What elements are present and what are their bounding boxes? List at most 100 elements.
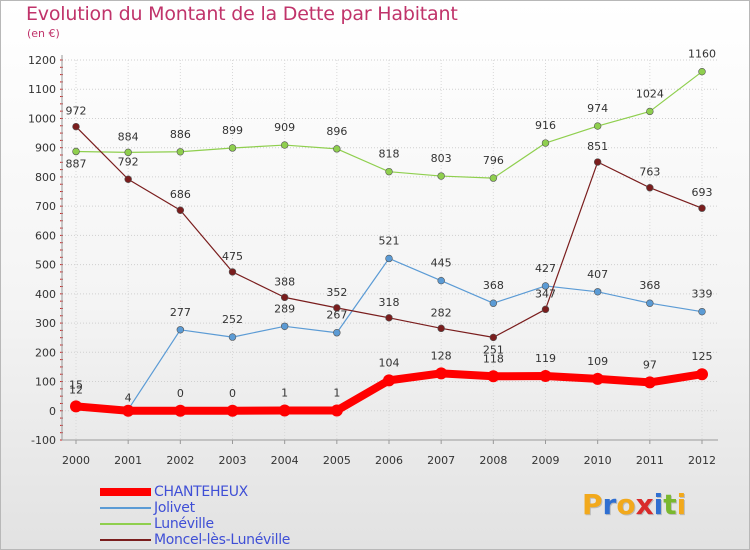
data-label: 445 — [431, 257, 452, 270]
data-point — [646, 107, 654, 116]
data-point — [385, 254, 393, 263]
y-tick-label: -100 — [31, 434, 56, 447]
series-layer — [70, 67, 708, 417]
data-point — [591, 372, 604, 385]
data-label: 318 — [379, 296, 400, 309]
data-label: 899 — [222, 124, 243, 137]
data-point — [226, 404, 239, 417]
data-point — [593, 122, 602, 130]
data-point — [437, 172, 445, 180]
data-point — [280, 293, 289, 302]
data-point — [489, 174, 498, 182]
legend-item-moncel: Moncel-lès-Lunéville — [100, 532, 360, 548]
data-label: 352 — [326, 286, 347, 299]
data-label: 763 — [639, 166, 660, 179]
legend-swatch-jolivet — [100, 507, 151, 509]
data-point — [72, 147, 80, 156]
series-line — [75, 257, 703, 411]
data-point — [333, 329, 341, 337]
data-point — [541, 305, 550, 314]
data-point — [333, 304, 341, 312]
brand-letter: x — [635, 488, 654, 521]
data-point — [698, 67, 706, 76]
legend-swatch-luneville — [100, 523, 151, 525]
legend-label-moncel: Moncel-lès-Lunéville — [154, 532, 291, 548]
data-point — [696, 368, 708, 381]
data-point — [122, 404, 135, 417]
data-label: 521 — [379, 234, 400, 247]
brand-letter: t — [663, 488, 677, 521]
y-tick-label: 400 — [35, 288, 56, 301]
data-label: 251 — [483, 343, 504, 356]
y-tick-label: 500 — [35, 259, 56, 272]
x-tick-label: 2001 — [114, 454, 142, 467]
x-tick-label: 2004 — [271, 454, 299, 467]
data-label: 686 — [170, 188, 191, 201]
data-label: 1 — [281, 386, 288, 399]
data-label: 916 — [535, 119, 556, 132]
data-label: 12 — [69, 383, 83, 396]
data-label: 388 — [274, 275, 295, 288]
data-label: 109 — [587, 355, 608, 368]
data-label: 277 — [170, 306, 191, 319]
data-label: 4 — [125, 392, 132, 405]
data-point — [228, 144, 237, 152]
x-tick-label: 2006 — [375, 454, 403, 467]
legend-item-chanteheux: CHANTEHEUX — [100, 484, 360, 500]
brand-letter: o — [616, 488, 636, 521]
legend-label-chanteheux: CHANTEHEUX — [154, 484, 248, 500]
data-point — [70, 400, 82, 413]
data-point — [280, 322, 289, 330]
data-point — [124, 175, 132, 183]
data-point — [698, 204, 706, 212]
data-label: 15 — [69, 378, 83, 391]
data-point — [385, 167, 393, 176]
data-label: 475 — [222, 250, 243, 263]
data-point — [489, 333, 498, 342]
brand-letter: r — [602, 488, 617, 521]
data-point — [437, 324, 445, 333]
data-point — [124, 148, 132, 157]
chart-title: Evolution du Montant de la Dette par Hab… — [26, 3, 458, 25]
legend-label-jolivet: Jolivet — [154, 500, 195, 516]
data-label: 252 — [222, 313, 243, 326]
y-tick-label: 700 — [35, 200, 56, 213]
data-label: 339 — [692, 288, 713, 301]
data-point — [437, 276, 445, 285]
data-label: 886 — [170, 128, 191, 141]
data-point — [176, 206, 185, 214]
data-label: 851 — [587, 140, 608, 153]
data-point — [541, 282, 550, 290]
data-point — [593, 288, 602, 296]
y-tick-label: 900 — [35, 142, 56, 155]
data-point — [646, 184, 654, 192]
data-label: 884 — [118, 130, 139, 143]
data-label: 803 — [431, 152, 452, 165]
data-label: 368 — [639, 279, 660, 292]
data-label: 972 — [66, 105, 87, 118]
x-tick-label: 2009 — [532, 454, 560, 467]
data-label: 267 — [326, 309, 347, 322]
data-point — [385, 314, 393, 322]
y-tick-label: 600 — [35, 229, 56, 242]
x-tick-label: 2010 — [584, 454, 612, 467]
data-label: 792 — [118, 155, 139, 168]
brand-letter: i — [653, 488, 664, 521]
data-label: 368 — [483, 279, 504, 292]
data-label: 1 — [333, 386, 340, 399]
data-label: 118 — [483, 352, 504, 365]
data-point — [487, 370, 500, 383]
data-label: 1160 — [688, 48, 716, 61]
data-label: 1024 — [636, 87, 664, 100]
axis-layer: -100010020030040050060070080090010001100… — [28, 54, 718, 467]
legend-item-jolivet: Jolivet — [100, 500, 360, 516]
y-tick-label: 1200 — [28, 54, 56, 67]
legend-item-luneville: Lunéville — [100, 516, 360, 532]
data-label: 0 — [229, 387, 236, 400]
x-tick-label: 2000 — [62, 454, 90, 467]
x-tick-label: 2012 — [688, 454, 716, 467]
data-label: 407 — [587, 268, 608, 281]
data-point — [646, 299, 654, 307]
